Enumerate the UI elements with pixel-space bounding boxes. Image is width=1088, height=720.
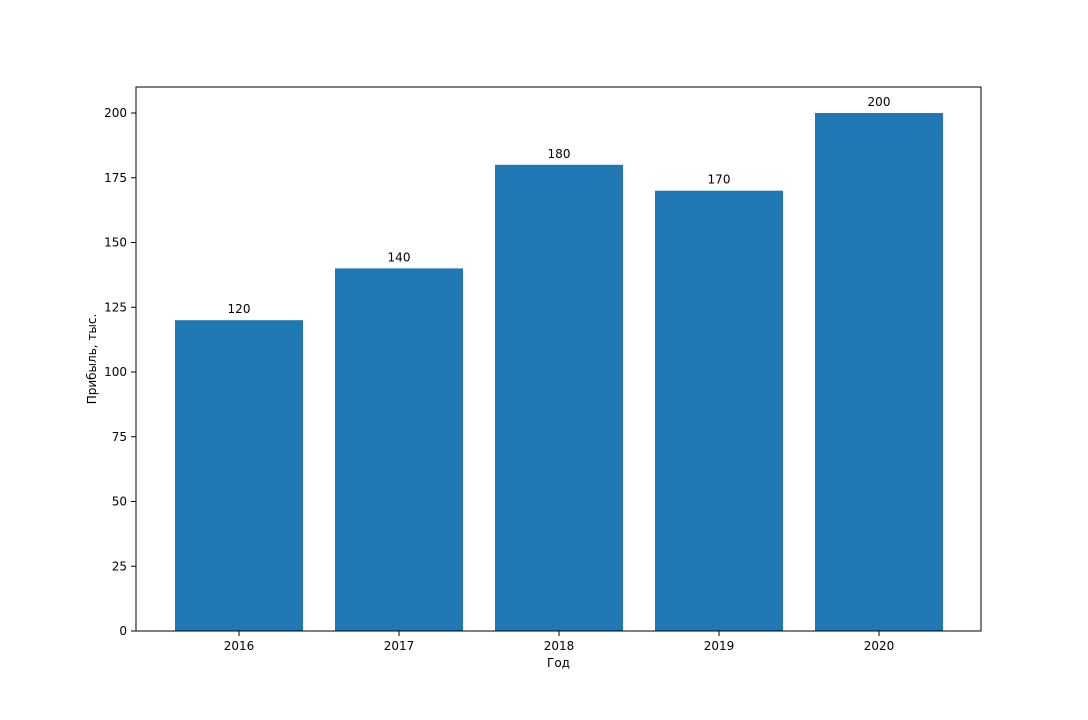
y-tick-label-50: 50 (112, 495, 127, 509)
x-tick-label-2020: 2020 (864, 639, 895, 653)
data-label-2019: 170 (708, 173, 731, 187)
y-tick-label-200: 200 (104, 106, 127, 120)
bars-group (175, 113, 943, 632)
y-axis-ticks: 0 25 50 75 100 125 150 175 200 (104, 106, 136, 638)
y-axis-label: Прибыль, тыс. (85, 314, 99, 405)
x-axis-ticks: 2016 2017 2018 2019 2020 (224, 631, 895, 653)
data-label-2018: 180 (548, 147, 571, 161)
x-tick-label-2019: 2019 (704, 639, 735, 653)
x-tick-label-2018: 2018 (544, 639, 575, 653)
data-label-2016: 120 (228, 302, 251, 316)
y-tick-label-100: 100 (104, 365, 127, 379)
bar-2018 (495, 164, 623, 632)
data-label-2020: 200 (868, 95, 891, 109)
y-tick-label-25: 25 (112, 559, 127, 573)
y-tick-label-175: 175 (104, 171, 127, 185)
data-label-2017: 140 (388, 250, 411, 264)
x-tick-label-2016: 2016 (224, 639, 255, 653)
bar-2016 (175, 320, 303, 631)
bar-2017 (335, 268, 463, 631)
data-labels-group: 120 140 180 170 200 (228, 95, 891, 316)
bar-2020 (815, 113, 943, 631)
x-tick-label-2017: 2017 (384, 639, 415, 653)
bar-2019 (655, 190, 783, 631)
y-tick-label-125: 125 (104, 300, 127, 314)
x-axis-label: Год (547, 656, 570, 670)
plot-frame (135, 86, 982, 632)
y-tick-label-150: 150 (104, 236, 127, 250)
y-tick-label-0: 0 (119, 624, 127, 638)
y-tick-label-75: 75 (112, 430, 127, 444)
